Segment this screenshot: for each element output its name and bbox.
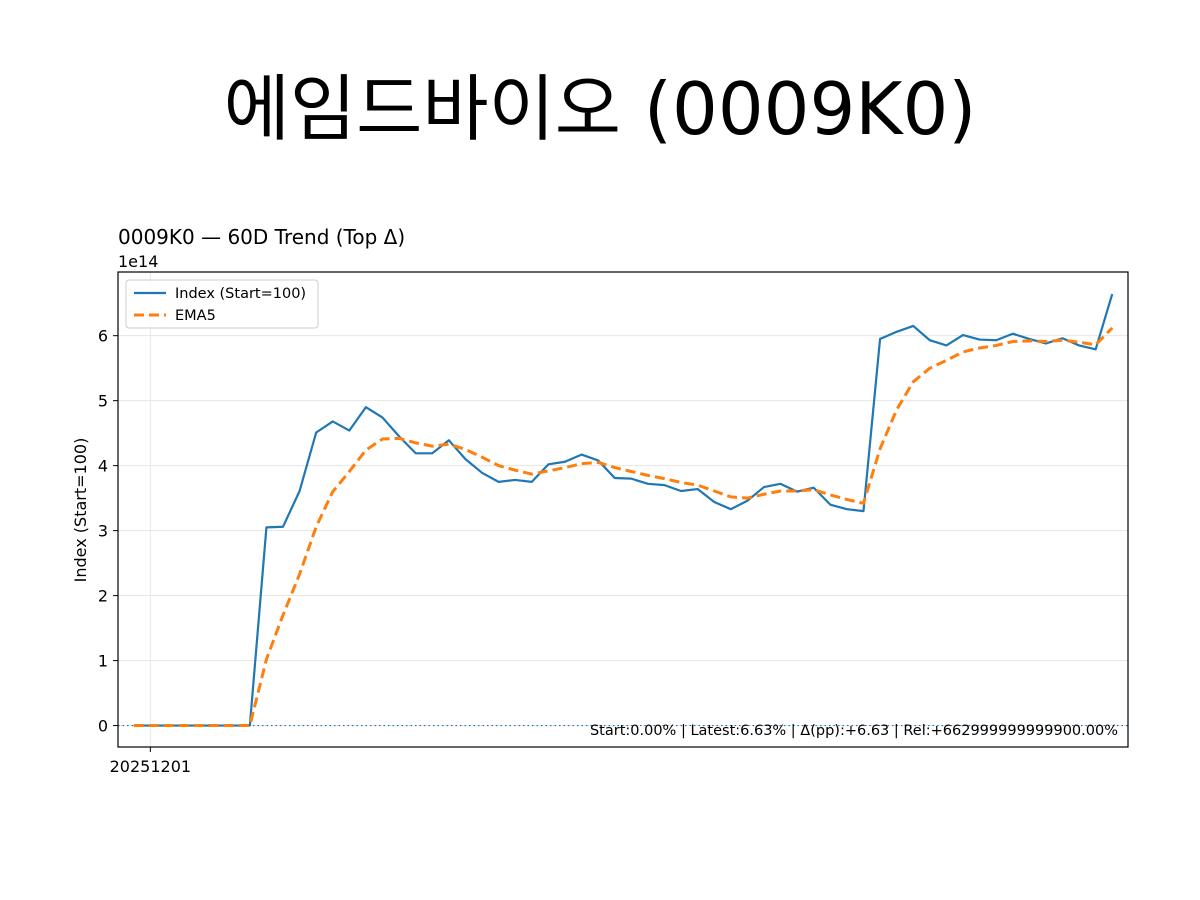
y-tick-label: 3	[98, 522, 108, 541]
y-tick-label: 1	[98, 652, 108, 671]
legend-box	[125, 279, 319, 329]
y-tick-label: 4	[98, 457, 108, 476]
plot-area: 0 1 2 3 4 5 6 20251201 Index (Start=100) EMA5 Star…	[98, 271, 1129, 776]
legend-index-label: Index (Start=100)	[175, 286, 306, 302]
y-tick-label: 6	[98, 327, 108, 346]
index-series-line	[133, 293, 1114, 727]
y-tick-label: 2	[98, 587, 108, 606]
y-axis-label: Index (Start=100)	[71, 438, 90, 583]
stats-annotation: Start:0.00% | Latest:6.63% | Δ(pp):+6.63…	[590, 723, 1118, 739]
legend-ema5-label: EMA5	[175, 308, 216, 324]
figure-title: 에임드바이오 (0009K0)	[224, 67, 977, 151]
chart-title: 0009K0 — 60D Trend (Top Δ)	[118, 225, 405, 249]
y-axis-offset-label: 1e14	[118, 252, 158, 271]
y-tick-label: 5	[98, 392, 108, 411]
x-tick-label: 20251201	[110, 757, 191, 776]
y-tick-label: 0	[98, 717, 108, 736]
axes-frame	[117, 271, 1129, 748]
